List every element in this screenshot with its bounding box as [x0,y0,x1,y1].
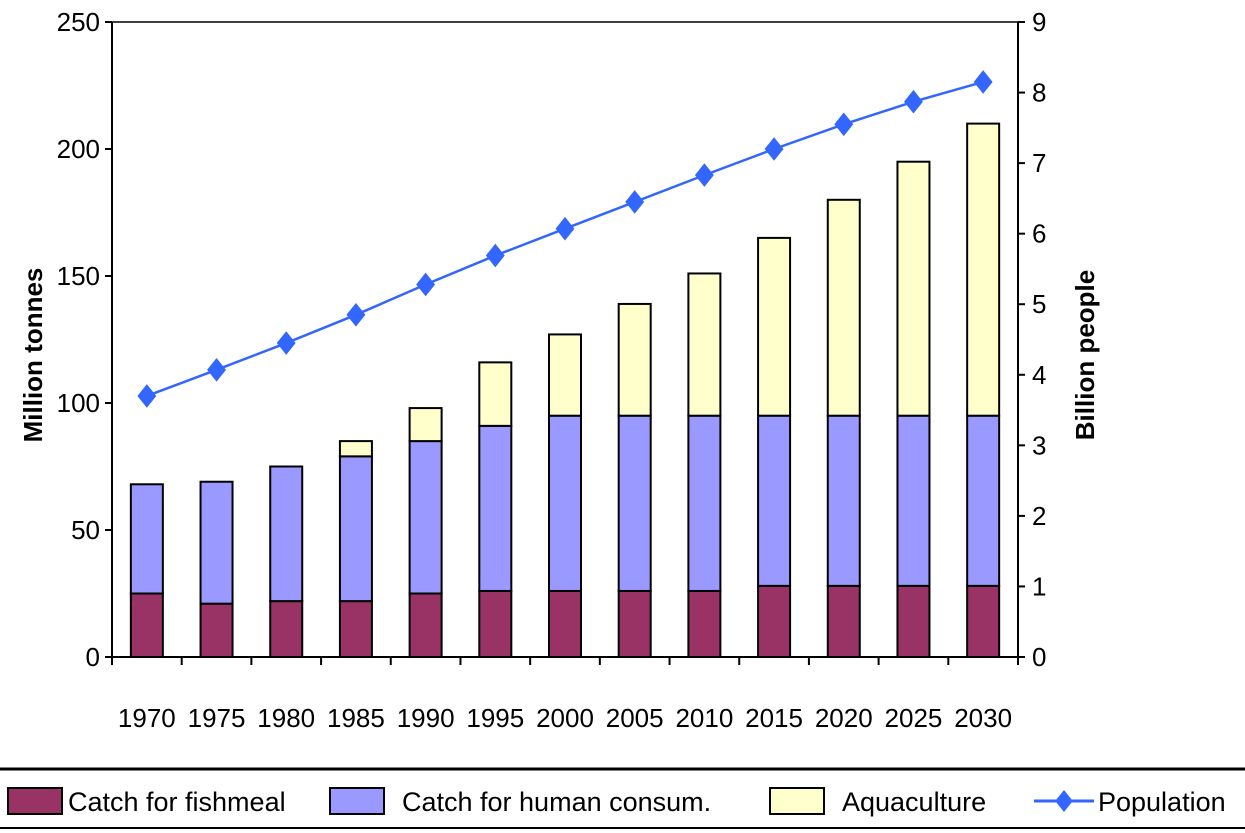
bar-aquaculture-2000 [548,333,582,417]
y2-tick-label-7: 7 [1032,148,1046,178]
x-tick-label-2025: 2025 [885,703,943,733]
x-tick-label-2015: 2015 [745,703,803,733]
bar-aquaculture-2025 [896,160,931,417]
bar-aquaculture-1995 [478,361,513,427]
y-tick-label-250: 250 [57,7,100,37]
bar-aquaculture-2030 [966,122,1001,417]
axes [105,21,1025,665]
bar-aquaculture-2010 [687,272,722,417]
x-tick-label-1970: 1970 [118,703,176,733]
legend-marker-population [1055,790,1073,812]
legend-label-fishmeal: Catch for fishmeal [68,787,286,817]
y-tick-label-0: 0 [86,642,100,672]
bar-human-consumption-2030 [966,414,1001,587]
bar-fishmeal-2025 [896,584,931,659]
bar-human-consumption-1980 [269,465,304,603]
bar-human-consumption-2010 [687,414,722,592]
bar-human-consumption-2015 [757,414,792,587]
bar-human-consumption-1970 [129,483,164,595]
bar-human-consumption-2020 [826,414,861,587]
bar-fishmeal-1975 [199,602,234,658]
bar-fishmeal-2020 [826,584,861,659]
x-tick-label-1985: 1985 [327,703,385,733]
y-tick-label-100: 100 [57,388,100,418]
x-tick-label-2020: 2020 [815,703,873,733]
population-point-2010 [694,163,714,187]
bar-fishmeal-1985 [338,600,373,658]
bar-aquaculture-2005 [617,302,652,417]
bar-fishmeal-2010 [687,589,722,659]
bar-layer [129,122,1001,659]
bar-human-consumption-2025 [896,414,931,587]
population-line-layer [137,70,993,408]
bar-human-consumption-1985 [338,455,373,603]
bar-aquaculture-1990 [408,407,443,443]
population-point-1970 [137,384,157,408]
bar-fishmeal-1980 [269,600,304,658]
x-tick-label-1990: 1990 [397,703,455,733]
bar-fishmeal-2015 [757,584,792,659]
population-point-2020 [834,112,854,137]
y2-tick-label-8: 8 [1032,78,1046,108]
bar-human-consumption-2005 [617,414,652,592]
legend-label-aquaculture: Aquaculture [842,787,986,817]
y2-tick-label-6: 6 [1032,219,1046,249]
bar-aquaculture-2020 [826,198,861,417]
bar-aquaculture-2015 [757,236,792,417]
bar-aquaculture-1985 [338,440,373,458]
population-point-2015 [764,137,784,161]
population-point-2005 [625,190,645,214]
bar-human-consumption-1995 [478,424,513,592]
legend-label-human-consumption: Catch for human consum. [402,787,711,817]
tick-labels: 0 50 100 150 200 250 0 1 2 3 4 5 6 7 8 9 1970 1975 1980 198… [57,7,1047,733]
population-point-1985 [346,303,366,327]
x-tick-label-1975: 1975 [188,703,246,733]
bar-fishmeal-1990 [408,592,443,658]
population-point-1995 [485,243,505,268]
legend: Catch for fishmeal Catch for human consum… [0,767,1245,829]
bar-human-consumption-1975 [199,480,234,605]
legend-label-population: Population [1098,787,1226,817]
population-point-2030 [973,70,993,94]
x-tick-label-1995: 1995 [466,703,524,733]
x-tick-label-1980: 1980 [257,703,315,733]
bar-human-consumption-2000 [548,414,582,592]
y-tick-label-200: 200 [57,134,100,164]
y2-tick-label-3: 3 [1032,430,1046,460]
population-point-2000 [555,216,575,241]
bar-fishmeal-2005 [617,589,652,659]
legend-swatch-fishmeal [7,787,63,815]
bar-fishmeal-1995 [478,589,513,659]
x-tick-label-2010: 2010 [675,703,733,733]
x-tick-label-2000: 2000 [536,703,594,733]
bar-fishmeal-2030 [966,584,1001,659]
bar-human-consumption-1990 [408,440,443,595]
y2-tick-label-0: 0 [1032,642,1046,672]
legend-swatch-aquaculture [769,787,825,815]
population-point-2025 [904,89,923,114]
x-tick-label-2030: 2030 [954,703,1012,733]
population-point-1980 [276,331,296,355]
y2-axis-title: Billion people [1070,270,1100,440]
population-point-1975 [207,358,226,382]
y2-tick-label-5: 5 [1032,289,1046,319]
x-tick-label-2005: 2005 [606,703,664,733]
y2-tick-label-2: 2 [1032,501,1046,531]
bar-fishmeal-1970 [129,592,164,658]
y-tick-label-150: 150 [57,261,100,291]
y-axis-title: Million tonnes [18,268,48,443]
y2-tick-label-4: 4 [1032,360,1046,390]
y2-tick-label-9: 9 [1032,7,1046,37]
population-point-1990 [416,272,436,297]
y2-tick-label-1: 1 [1032,571,1046,601]
legend-swatch-human-consumption [329,787,385,815]
y-tick-label-50: 50 [71,515,100,545]
bar-fishmeal-2000 [548,589,582,659]
